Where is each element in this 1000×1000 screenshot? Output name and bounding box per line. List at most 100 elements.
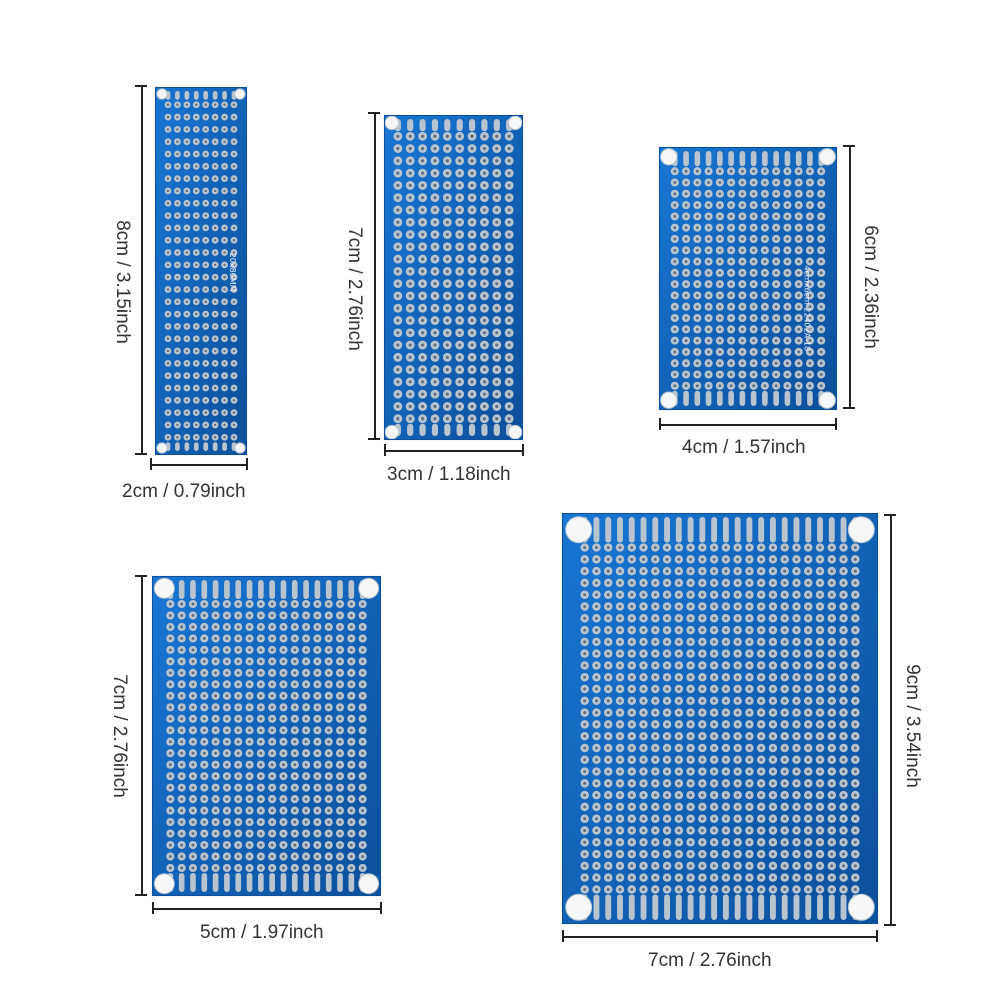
drill-hole [842, 864, 846, 868]
height-dimension-tick [135, 85, 147, 87]
drill-hole [853, 758, 857, 762]
drill-hole [408, 417, 412, 421]
drill-hole [191, 786, 195, 790]
drill-hole [673, 327, 677, 331]
drill-hole [771, 675, 775, 679]
drill-hole [223, 337, 226, 340]
drill-hole [232, 263, 236, 267]
drill-hole [213, 325, 217, 328]
drill-hole [495, 355, 499, 359]
drill-hole [213, 214, 217, 217]
drill-hole [214, 637, 218, 640]
width-label: 2cm / 0.79inch [122, 481, 246, 502]
drill-hole [794, 652, 798, 656]
drill-hole [747, 887, 751, 891]
drill-hole [818, 628, 822, 632]
drill-hole [421, 232, 425, 237]
drill-hole [842, 652, 846, 656]
drill-hole [315, 843, 319, 847]
drill-hole [482, 368, 486, 372]
drill-hole [700, 805, 704, 809]
drill-hole [842, 746, 846, 750]
drill-hole [729, 282, 733, 286]
drill-hole [842, 711, 846, 715]
drill-hole [729, 316, 733, 320]
drill-hole [665, 852, 669, 856]
drill-hole [642, 605, 646, 608]
drill-hole [327, 614, 331, 617]
drill-hole [315, 602, 319, 606]
drill-hole [361, 866, 365, 870]
drill-hole [752, 271, 756, 275]
drill-hole [408, 245, 412, 249]
drill-hole [689, 663, 693, 667]
drill-hole [808, 384, 812, 388]
drill-hole [819, 226, 823, 230]
edge-pad [687, 894, 694, 920]
drill-hole [797, 327, 801, 331]
drill-hole [195, 251, 198, 254]
drill-hole [315, 866, 319, 870]
drill-hole [724, 817, 728, 821]
drill-hole [482, 306, 486, 310]
drill-hole [718, 192, 722, 196]
drill-hole [282, 637, 285, 640]
drill-hole [606, 593, 610, 597]
drill-hole [700, 793, 704, 797]
edge-pad [675, 517, 682, 543]
drill-hole [176, 251, 179, 254]
drill-hole [304, 637, 308, 640]
drill-hole [774, 260, 778, 263]
drill-hole [785, 294, 789, 297]
drill-hole [665, 722, 669, 726]
drill-hole [618, 840, 622, 844]
drill-hole [665, 805, 669, 809]
drill-hole [853, 593, 857, 597]
drill-hole [445, 355, 449, 359]
drill-hole [396, 220, 400, 224]
drill-hole [785, 260, 789, 263]
drill-hole [736, 876, 740, 880]
drill-hole [707, 361, 711, 365]
edge-pad [444, 423, 451, 436]
drill-hole [327, 602, 331, 606]
drill-hole [191, 648, 195, 652]
drill-hole [806, 817, 810, 821]
drill-hole [583, 687, 587, 691]
drill-hole [689, 557, 693, 561]
drill-hole [747, 746, 751, 750]
height-dimension-line [141, 575, 143, 896]
drill-hole [236, 637, 240, 640]
height-dimension-tick [368, 112, 380, 114]
drill-hole [785, 327, 789, 331]
drill-hole [759, 711, 763, 715]
drill-hole [677, 805, 681, 809]
drill-hole [315, 855, 319, 858]
drill-hole [818, 663, 822, 667]
drill-hole [168, 671, 172, 675]
drill-hole [712, 805, 716, 809]
drill-hole [185, 288, 189, 291]
drill-hole [180, 705, 184, 709]
drill-hole [191, 694, 195, 698]
drill-hole [421, 404, 425, 408]
drill-hole [783, 593, 787, 597]
drill-hole [433, 392, 437, 396]
drill-hole [338, 832, 342, 835]
edge-pad [222, 91, 227, 100]
drill-hole [689, 546, 693, 550]
height-dimension-line [849, 145, 851, 409]
drill-hole [665, 699, 669, 703]
drill-hole [830, 876, 834, 880]
drill-hole [673, 203, 677, 207]
drill-hole [204, 189, 207, 193]
mounting-hole [358, 873, 380, 895]
drill-hole [232, 189, 236, 193]
drill-hole [759, 581, 763, 585]
drill-hole [695, 169, 699, 173]
drill-hole [408, 306, 412, 310]
drill-hole [842, 663, 846, 667]
drill-hole [759, 663, 763, 667]
drill-hole [740, 350, 744, 354]
drill-hole [642, 734, 646, 738]
